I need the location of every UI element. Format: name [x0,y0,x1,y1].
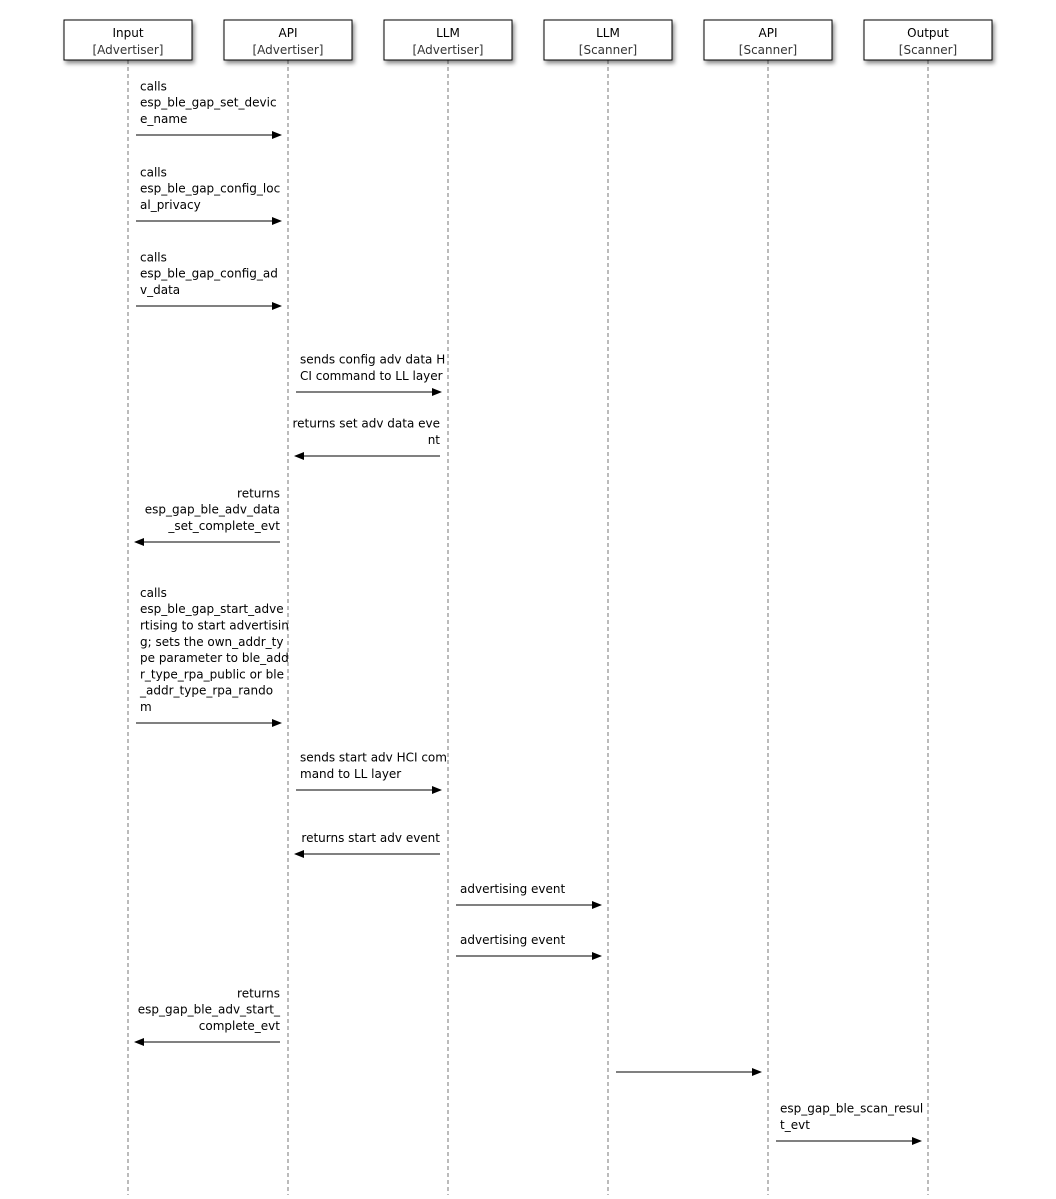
message-label: advertising event [460,882,566,896]
message: calls esp_ble_gap_set_devic e_name [136,79,282,139]
message: calls esp_ble_gap_config_ad v_data [136,250,282,310]
message: returns esp_gap_ble_adv_start_ complete_ev… [134,986,281,1046]
message-label: calls [140,586,167,600]
message-label: al_privacy [140,198,201,212]
participant-rect [383,19,513,61]
message-label: sends start adv HCI com [300,751,447,765]
participant-name: LLM [436,26,460,40]
message-label: advertising event [460,933,566,947]
participant-name: Input [112,26,143,40]
message-label: pe parameter to ble_add [140,651,289,665]
participant-box: Input [Advertiser] [63,19,193,61]
message-label: m [140,700,152,714]
message-label: nt [428,433,441,447]
message-label: esp_ble_gap_set_devic [140,96,277,110]
message-label: t_evt [780,1118,810,1132]
participant-box: API [Scanner] [703,19,833,61]
message-label: esp_gap_ble_adv_data [145,503,280,517]
message-label: _set_complete_evt [167,519,280,533]
message-label: calls [140,165,167,179]
message: advertising event [456,933,602,960]
message: returns start adv event [294,831,440,858]
message-label: esp_ble_gap_config_loc [140,182,280,196]
message-label: esp_ble_gap_config_ad [140,267,278,281]
message-label: returns set adv data eve [292,417,440,431]
message-label: returns [237,486,280,500]
participant-rect [223,19,353,61]
participant-role: [Scanner] [899,43,957,57]
message: returns set adv data eve nt [292,417,441,460]
message-label: complete_evt [199,1019,281,1033]
message-label: calls [140,79,167,93]
participant-role: [Advertiser] [252,43,323,57]
message-label: returns start adv event [301,831,440,845]
participant-rect [543,19,673,61]
message-label: v_data [140,283,180,297]
message: sends start adv HCI com mand to LL layer [296,751,447,794]
participant-rect [63,19,193,61]
participant-role: [Advertiser] [92,43,163,57]
participant-box: LLM [Scanner] [543,19,673,61]
participant-role: [Scanner] [739,43,797,57]
participant-box: API [Advertiser] [223,19,353,61]
message-label: CI command to LL layer [300,369,443,383]
message-label: esp_gap_ble_adv_start_ [138,1003,281,1017]
message-label: _addr_type_rpa_rando [139,684,273,698]
participant-role: [Scanner] [579,43,637,57]
participant-role: [Advertiser] [412,43,483,57]
message: advertising event [456,882,602,909]
message-label: esp_gap_ble_scan_resul [780,1102,923,1116]
message-label: returns [237,986,280,1000]
participant-name: API [279,26,298,40]
message-label: calls [140,250,167,264]
message: returns esp_gap_ble_adv_data _set_complete… [134,486,280,546]
message: calls esp_ble_gap_start_advertising to st… [136,586,289,727]
message: sends config adv data H CI command to LL … [296,353,445,396]
participant-name: API [759,26,778,40]
message-label: rtising to start advertisin [140,619,289,633]
message-label: mand to LL layer [300,767,401,781]
participant-rect [703,19,833,61]
message-label: esp_ble_gap_start_adve [140,602,284,616]
participant-name: Output [907,26,949,40]
message-label: g; sets the own_addr_ty [140,635,283,649]
participant-box: LLM [Advertiser] [383,19,513,61]
message: esp_gap_ble_scan_resul t_evt [776,1102,923,1145]
participant-rect [863,19,993,61]
participant-box: Output [Scanner] [863,19,993,61]
message-label: e_name [140,112,187,126]
message-label: sends config adv data H [300,353,445,367]
message: calls esp_ble_gap_config_loc al_privacy [136,165,282,225]
participant-name: LLM [596,26,620,40]
message-label: r_type_rpa_public or ble [140,667,284,681]
